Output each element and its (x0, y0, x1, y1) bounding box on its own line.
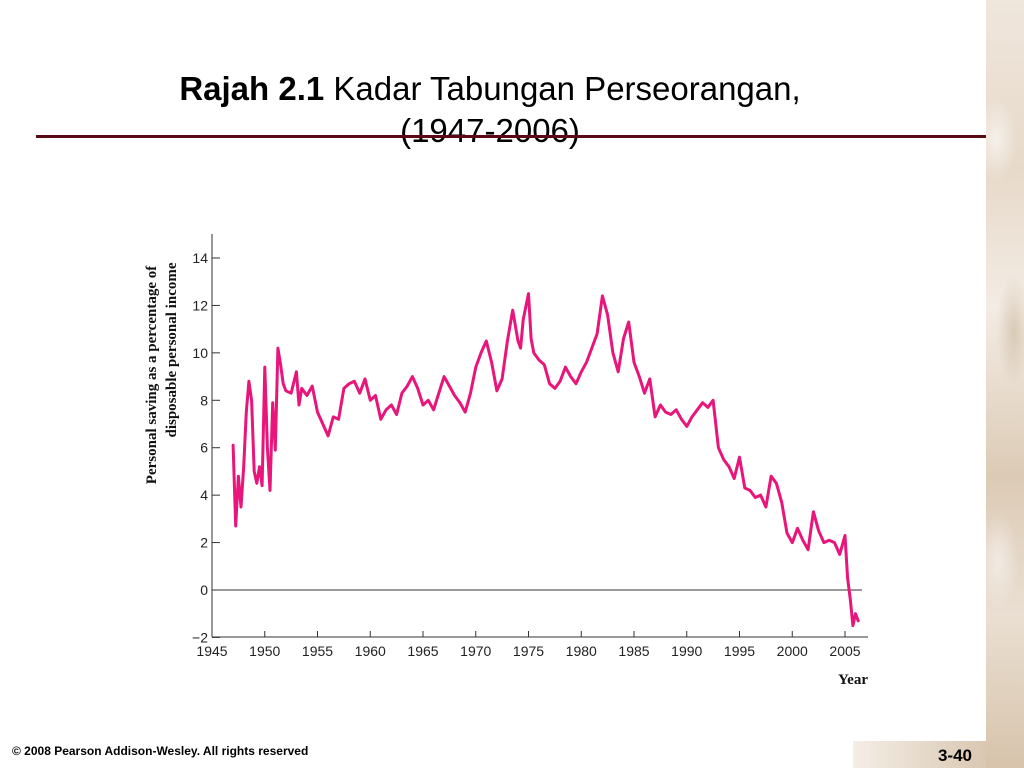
decorative-side-panel (986, 0, 1024, 768)
x-tick-label: 1960 (355, 643, 386, 659)
title-text: Kadar Tabungan Perseorangan, (333, 70, 801, 107)
x-tick-label: 1965 (407, 643, 438, 659)
x-tick-label: 1985 (618, 643, 649, 659)
y-tick-label: 0 (200, 582, 208, 598)
x-tick-label: 1970 (460, 643, 491, 659)
x-tick-label: 1950 (249, 643, 280, 659)
x-tick-label: 1945 (196, 643, 227, 659)
x-tick-label: 2005 (829, 643, 860, 659)
slide-title: Rajah 2.1 Kadar Tabungan Perseorangan, (… (60, 68, 920, 152)
page-number: 3-40 (853, 741, 986, 768)
y-tick-label: −2 (192, 629, 208, 645)
y-axis-title-line-1: Personal saving as a percentage of (144, 265, 160, 484)
y-tick-label: 14 (192, 250, 208, 266)
x-tick-label: 1975 (513, 643, 544, 659)
x-tick-label: 1990 (671, 643, 702, 659)
y-tick-label: 2 (200, 535, 208, 551)
x-tick-label: 1995 (724, 643, 755, 659)
x-axis-title: Year (838, 672, 868, 688)
y-axis-title-line-2: disposable personal income (164, 262, 180, 437)
chart-axes (211, 234, 868, 638)
title-figure-number: Rajah 2.1 (179, 70, 325, 107)
copyright-footer: © 2008 Pearson Addison-Wesley. All right… (12, 744, 309, 758)
saving-rate-series-line (231, 292, 860, 628)
title-line-2: (1947-2006) (400, 112, 580, 149)
x-tick-label: 1980 (566, 643, 597, 659)
chart-series (231, 292, 860, 628)
y-tick-label: 8 (200, 392, 208, 408)
y-tick-label: 12 (192, 297, 208, 313)
chart-ticks: −2 0 2 4 6 8 10 12 14 1945 1950 1955 1960 1965 1970 197… (192, 250, 861, 659)
y-tick-label: 4 (200, 487, 208, 503)
title-underline (36, 135, 986, 138)
title-line-1: Rajah 2.1 Kadar Tabungan Perseorangan, (60, 68, 920, 110)
y-tick-label: 6 (200, 440, 208, 456)
x-tick-label: 1955 (302, 643, 333, 659)
x-tick-label: 2000 (777, 643, 808, 659)
y-tick-label: 10 (192, 345, 208, 361)
